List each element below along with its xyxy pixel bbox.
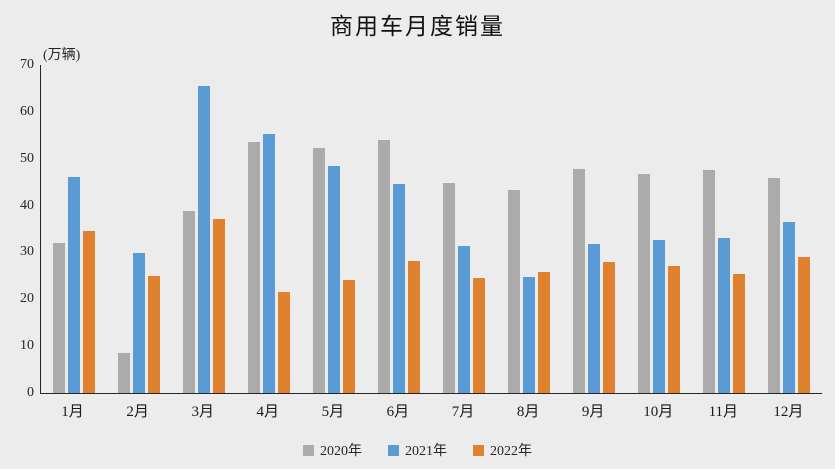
bar-2020年-7月 [443, 182, 455, 393]
bar-2021年-1月 [67, 177, 80, 393]
x-axis-tick-label: 10月 [643, 404, 674, 420]
chart-legend: 2020年 2021年 2022年 [0, 440, 835, 460]
bar-2021年-4月 [262, 134, 275, 393]
y-axis-tick-label: 0 [27, 385, 34, 400]
y-axis: 0 10 20 30 40 50 60 70 [0, 0, 34, 469]
bar-group-4月 [236, 65, 301, 393]
bar-2022年-11月 [733, 273, 746, 393]
bar-2022年-9月 [603, 261, 616, 393]
bar-group-12月 [757, 65, 822, 393]
bar-group-5月 [301, 65, 366, 393]
x-axis-tick-label: 6月 [386, 404, 410, 420]
bar-2022年-12月 [798, 256, 811, 393]
legend-label: 2022年 [490, 444, 532, 459]
x-axis-tick-label: 9月 [581, 404, 605, 420]
legend-label: 2020年 [320, 444, 362, 459]
legend-swatch-icon [473, 444, 484, 456]
bar-group-1月 [41, 65, 106, 393]
bar-2020年-12月 [768, 177, 781, 393]
bar-2021年-9月 [588, 243, 601, 393]
x-axis-tick-label: 3月 [191, 404, 214, 420]
y-axis-tick-label: 40 [20, 197, 34, 213]
bar-group-3月 [171, 65, 236, 393]
x-axis-tick-label: 12月 [773, 404, 804, 420]
bar-2022年-4月 [277, 291, 290, 393]
legend-item-2022年: 2022年 [473, 440, 532, 460]
y-axis-tick-label: 20 [20, 291, 34, 307]
bar-2022年-6月 [407, 260, 420, 393]
y-axis-tick-label: 70 [20, 57, 34, 72]
x-axis-tick-label: 8月 [516, 404, 540, 420]
x-axis-tick-label: 11月 [708, 404, 739, 420]
y-axis-unit-label: (万辆) [43, 48, 81, 63]
bar-group-7月 [431, 65, 496, 393]
bar-2021年-5月 [327, 166, 340, 393]
bar-group-8月 [497, 65, 562, 393]
y-axis-tick-label: 50 [20, 150, 34, 166]
bar-2020年-4月 [247, 141, 260, 393]
legend-item-2020年: 2020年 [303, 440, 362, 460]
bar-2022年-1月 [82, 231, 95, 393]
x-axis-tick-label: 5月 [321, 404, 345, 420]
bar-2021年-11月 [718, 238, 731, 393]
bar-2021年-2月 [132, 252, 145, 393]
y-axis-tick-label: 10 [20, 338, 34, 354]
bar-2022年-7月 [473, 277, 485, 393]
bar-2020年-1月 [52, 242, 65, 393]
bar-2020年-5月 [312, 148, 325, 393]
bar-2020年-2月 [117, 353, 130, 393]
bar-2021年-12月 [783, 222, 796, 393]
bar-2021年-3月 [197, 86, 210, 393]
bar-2022年-10月 [668, 265, 681, 393]
x-axis-tick-label: 7月 [451, 404, 475, 420]
y-axis-tick-label: 60 [20, 103, 34, 119]
bar-group-10月 [627, 65, 692, 393]
bar-2020年-8月 [508, 190, 521, 393]
bar-2021年-6月 [392, 183, 405, 393]
x-axis-tick-label: 2月 [126, 404, 149, 420]
bar-group-9月 [562, 65, 627, 393]
bar-2021年-10月 [653, 239, 666, 393]
bar-2020年-9月 [573, 168, 586, 393]
legend-item-2021年: 2021年 [388, 440, 447, 460]
bar-2020年-10月 [638, 174, 651, 393]
legend-label: 2021年 [405, 444, 447, 459]
plot-area [40, 65, 822, 394]
legend-swatch-icon [388, 444, 399, 456]
x-axis: 1月 2月 3月 4月 5月 6月 7月 8月 9月 10月 11月 12月 [40, 400, 821, 421]
x-axis-tick-label: 1月 [61, 404, 84, 420]
bar-group-6月 [366, 65, 431, 393]
x-axis-tick-label: 4月 [256, 404, 280, 420]
bar-group-2月 [106, 65, 171, 393]
legend-swatch-icon [303, 444, 314, 456]
chart-title: 商用车月度销量 [330, 14, 505, 39]
bar-2020年-6月 [377, 140, 390, 393]
bar-2022年-8月 [538, 271, 551, 393]
bar-2021年-7月 [458, 245, 470, 393]
bar-2022年-2月 [147, 275, 160, 393]
bar-2022年-5月 [342, 280, 355, 393]
bar-2022年-3月 [212, 219, 225, 393]
bar-2021年-8月 [523, 276, 536, 393]
bar-2020年-11月 [703, 169, 716, 393]
bar-2020年-3月 [182, 210, 195, 393]
bar-group-11月 [692, 65, 757, 393]
y-axis-tick-label: 30 [20, 244, 34, 260]
